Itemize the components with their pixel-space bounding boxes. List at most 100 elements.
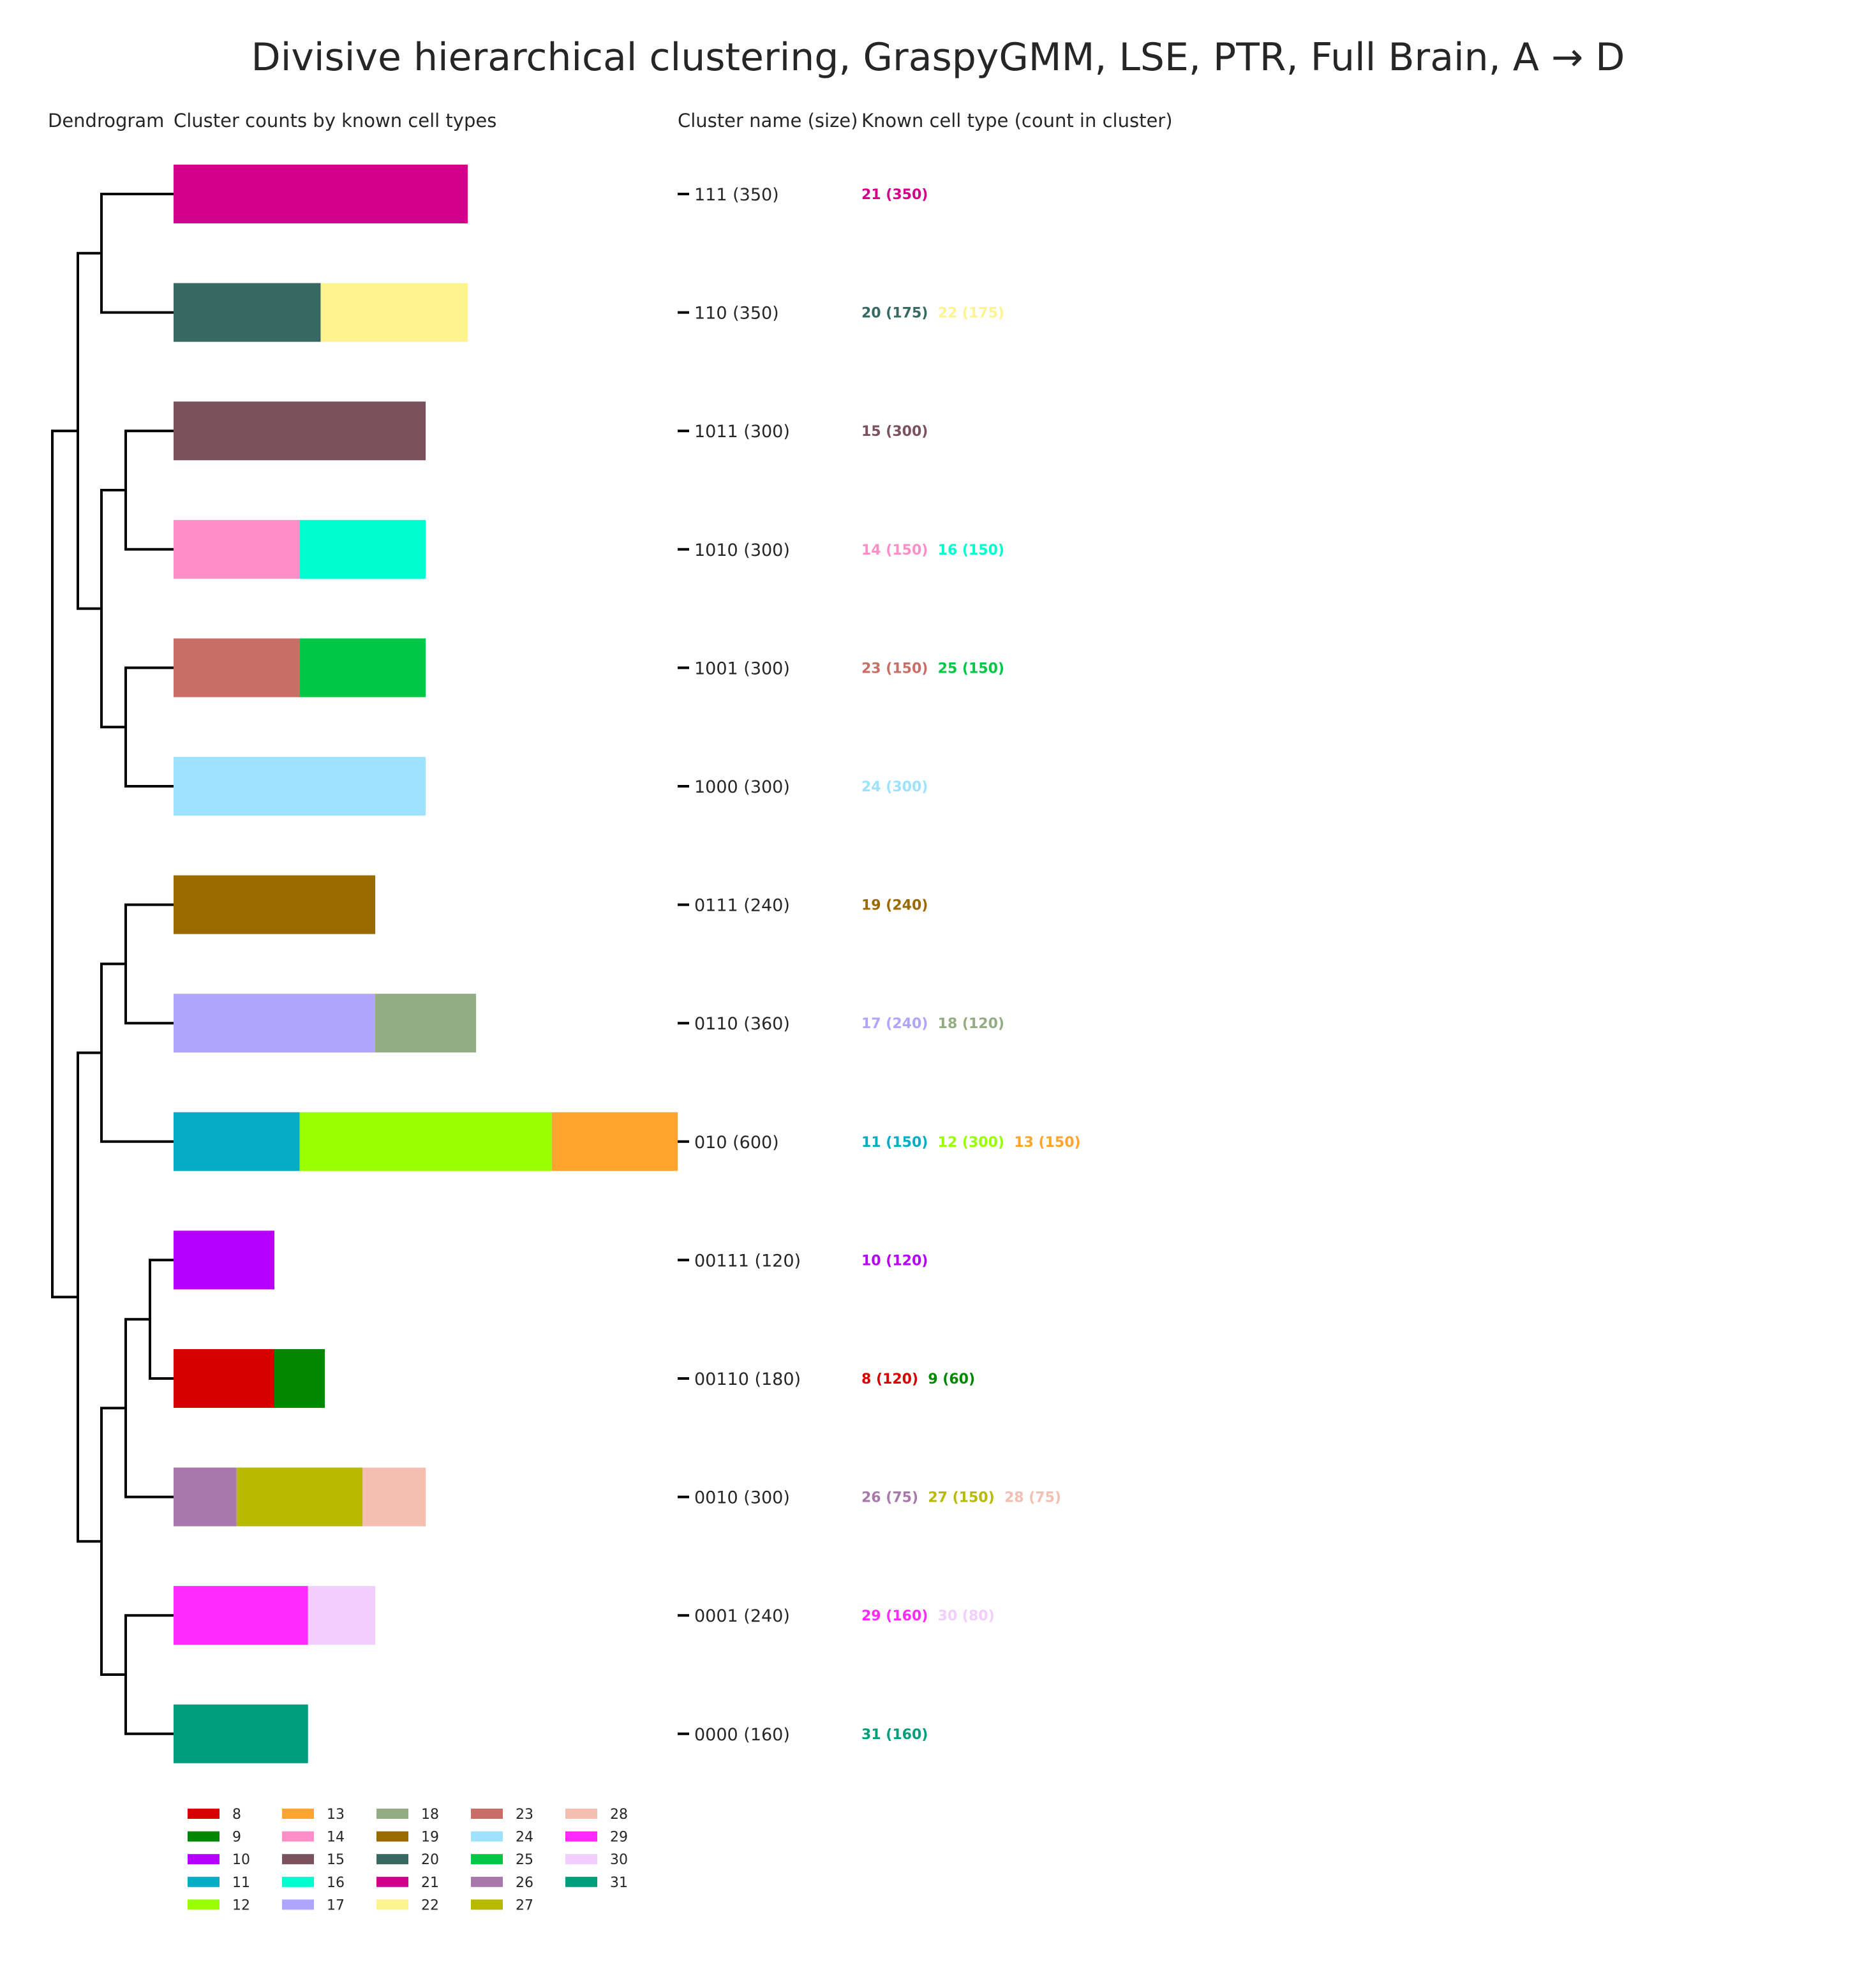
legend-label-25: 25 <box>516 1852 533 1868</box>
cluster-label-00111: 00111 (120) <box>694 1251 801 1271</box>
legend-label-24: 24 <box>516 1830 533 1846</box>
cluster-label-111: 111 (350) <box>694 185 779 205</box>
dendrogram-link-00 <box>100 1407 127 1676</box>
legend-swatch-29 <box>565 1831 597 1842</box>
known-type-label-1010: 14 (150) 16 (150) <box>861 542 1004 558</box>
legend-label-31: 31 <box>610 1875 628 1891</box>
legend-swatch-25 <box>471 1854 503 1865</box>
legend-swatch-9 <box>188 1831 220 1842</box>
bar-segment-0000-31 <box>174 1704 308 1763</box>
legend-swatch-12 <box>188 1899 220 1910</box>
known-type-label-1011: 15 (300) <box>861 424 928 440</box>
dendrogram-link-1 <box>77 251 103 610</box>
known-type-19: 19 (240) <box>861 898 928 914</box>
known-type-25: 25 (150) <box>928 661 1004 676</box>
bar-segment-010-12 <box>299 1112 552 1171</box>
legend-swatch-17 <box>282 1899 314 1910</box>
legend-swatch-21 <box>376 1876 408 1887</box>
legend-swatch-8 <box>188 1809 220 1819</box>
known-type-14: 14 (150) <box>861 542 928 558</box>
legend-swatch-10 <box>188 1854 220 1865</box>
cluster-label-1001: 1001 (300) <box>694 659 790 678</box>
cluster-label-1010: 1010 (300) <box>694 541 790 560</box>
legend-label-15: 15 <box>327 1852 345 1868</box>
legend-swatch-24 <box>471 1831 503 1842</box>
legend-label-16: 16 <box>327 1875 345 1891</box>
legend-label-20: 20 <box>421 1852 439 1868</box>
legend-swatch-30 <box>565 1854 597 1865</box>
known-type-label-0000: 31 (160) <box>861 1727 928 1743</box>
bar-segment-0010-27 <box>236 1467 363 1527</box>
legend-swatch-16 <box>282 1876 314 1887</box>
known-type-29: 29 (160) <box>861 1608 928 1624</box>
known-type-label-111: 21 (350) <box>861 187 928 203</box>
dendrogram-link-000 <box>124 1614 175 1735</box>
legend-label-29: 29 <box>610 1830 628 1846</box>
bar-segment-1000-24 <box>174 757 426 816</box>
known-type-15: 15 (300) <box>861 424 928 440</box>
known-type-16: 16 (150) <box>928 542 1004 558</box>
counts-header: Cluster counts by known cell types <box>174 110 497 131</box>
known-type-20: 20 (175) <box>861 306 928 322</box>
legend-label-19: 19 <box>421 1830 439 1846</box>
known-type-label-00111: 10 (120) <box>861 1253 928 1269</box>
known-type-28: 28 (75) <box>995 1490 1061 1506</box>
legend-swatch-31 <box>565 1876 597 1887</box>
known-type-23: 23 (150) <box>861 661 928 676</box>
cluster-label-010: 010 (600) <box>694 1133 779 1153</box>
known-type-22: 22 (175) <box>928 306 1004 322</box>
legend-swatch-18 <box>376 1809 408 1819</box>
legend-label-30: 30 <box>610 1852 628 1868</box>
known-type-9: 9 (60) <box>918 1371 975 1387</box>
bar-segment-00110-8 <box>174 1349 275 1408</box>
bar-segment-0111-19 <box>174 875 376 934</box>
chart-title: Divisive hierarchical clustering, Graspy… <box>251 35 1625 80</box>
known-type-24: 24 (300) <box>861 779 928 795</box>
legend-swatch-15 <box>282 1854 314 1865</box>
legend-label-8: 8 <box>232 1807 241 1823</box>
legend-label-26: 26 <box>516 1875 533 1891</box>
bar-segment-010-11 <box>174 1112 300 1171</box>
legend-label-23: 23 <box>516 1807 533 1823</box>
known-type-21: 21 (350) <box>861 187 928 203</box>
legend-swatch-27 <box>471 1899 503 1910</box>
bar-segment-00110-9 <box>274 1349 325 1408</box>
dendrogram-link-100 <box>124 666 175 788</box>
known-type-27: 27 (150) <box>918 1490 995 1506</box>
cluster-label-110: 110 (350) <box>694 304 779 324</box>
bar-segment-0001-29 <box>174 1586 308 1645</box>
known-type-13: 13 (150) <box>1004 1135 1081 1151</box>
dendrogram-link-root <box>51 430 79 1299</box>
legend-label-22: 22 <box>421 1897 439 1913</box>
bar-segment-1010-16 <box>299 519 426 579</box>
cluster-label-00110: 00110 (180) <box>694 1370 801 1389</box>
bar-segment-1001-23 <box>174 638 300 698</box>
legend-label-21: 21 <box>421 1875 439 1891</box>
known-type-label-110: 20 (175) 22 (175) <box>861 306 1004 322</box>
cluster-label-0000: 0000 (160) <box>694 1725 790 1745</box>
bar-segment-1001-25 <box>299 638 426 698</box>
legend-label-13: 13 <box>327 1807 345 1823</box>
bar-segment-010-13 <box>551 1112 678 1171</box>
cluster-label-1011: 1011 (300) <box>694 422 790 442</box>
bar-segment-0010-26 <box>174 1467 237 1527</box>
cluster-label-0010: 0010 (300) <box>694 1488 790 1508</box>
dendrogram-link-0011 <box>149 1259 175 1380</box>
known-type-label-010: 11 (150) 12 (300) 13 (150) <box>861 1135 1081 1151</box>
known-type-label-00110: 8 (120) 9 (60) <box>861 1371 975 1387</box>
legend-label-27: 27 <box>516 1897 533 1913</box>
legend-label-17: 17 <box>327 1897 345 1913</box>
legend-label-11: 11 <box>232 1875 250 1891</box>
dendrogram-header: Dendrogram <box>48 110 165 131</box>
legend-label-14: 14 <box>327 1830 345 1846</box>
known-type-label-1001: 23 (150) 25 (150) <box>861 661 1004 676</box>
bar-segment-0110-17 <box>174 994 376 1053</box>
known-type-26: 26 (75) <box>861 1490 918 1506</box>
legend-swatch-26 <box>471 1876 503 1887</box>
known-type-30: 30 (80) <box>928 1608 994 1624</box>
legend-swatch-22 <box>376 1899 408 1910</box>
known-type-label-0111: 19 (240) <box>861 898 928 914</box>
legend-label-28: 28 <box>610 1807 628 1823</box>
bar-segment-0001-30 <box>308 1586 376 1645</box>
bar-segment-111-21 <box>174 165 468 223</box>
